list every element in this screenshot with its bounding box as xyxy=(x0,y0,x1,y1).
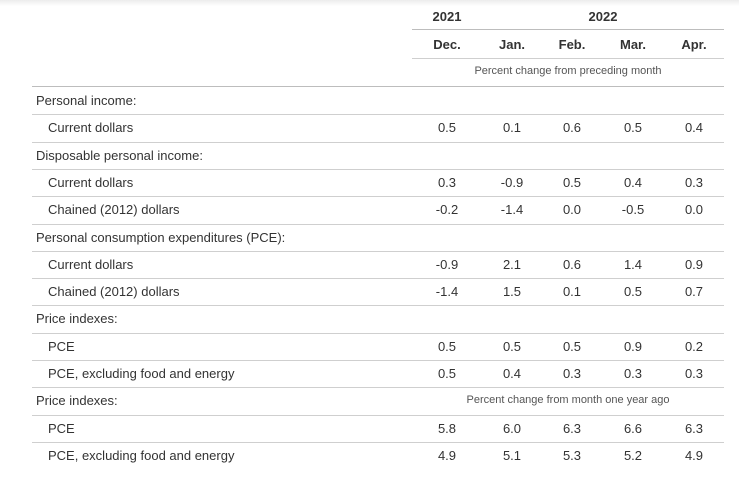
month-header-mar: Mar. xyxy=(619,37,646,52)
value-cell-feb: 0.6 xyxy=(562,120,582,135)
row-divider xyxy=(32,442,724,443)
value-cell-jan: -1.4 xyxy=(500,202,524,217)
table-row: Current dollars -0.9 2.1 0.6 1.4 0.9 xyxy=(32,251,724,278)
value-cell-feb: 0.5 xyxy=(562,339,582,354)
value-cell-jan: 1.5 xyxy=(502,284,522,299)
value-cell-apr: 0.3 xyxy=(684,366,704,381)
header-bottom-rule xyxy=(32,86,724,87)
year-2021-header: 2021 xyxy=(432,9,462,24)
row-label: PCE, excluding food and energy xyxy=(48,448,235,463)
value-cell-mar: 0.9 xyxy=(623,339,643,354)
value-cell-dec: 0.5 xyxy=(437,366,457,381)
value-cell-feb: 0.6 xyxy=(562,257,582,272)
value-cell-dec: -1.4 xyxy=(435,284,459,299)
section-row: Personal consumption expenditures (PCE): xyxy=(32,224,724,251)
table-row: PCE 5.8 6.0 6.3 6.6 6.3 xyxy=(32,415,724,442)
row-label: PCE, excluding food and energy xyxy=(48,366,235,381)
value-cell-feb: 6.3 xyxy=(562,421,582,436)
row-divider xyxy=(32,142,724,143)
table-row: Chained (2012) dollars -0.2 -1.4 0.0 -0.5 0.0 xyxy=(32,196,724,223)
table-row: PCE, excluding food and energy 0.5 0.4 0.3 0… xyxy=(32,360,724,387)
value-cell-dec: 4.9 xyxy=(437,448,457,463)
month-header-feb: Feb. xyxy=(558,37,586,52)
value-cell-apr: 4.9 xyxy=(684,448,704,463)
value-cell-apr: 0.9 xyxy=(684,257,704,272)
row-divider xyxy=(32,169,724,170)
section-label: Personal consumption expenditures (PCE): xyxy=(36,230,286,245)
value-cell-jan: 5.1 xyxy=(502,448,522,463)
value-cell-feb: 5.3 xyxy=(562,448,582,463)
row-divider xyxy=(32,333,724,334)
value-cell-jan: 2.1 xyxy=(502,257,522,272)
value-cell-dec: -0.9 xyxy=(435,257,459,272)
value-cell-jan: -0.9 xyxy=(500,175,524,190)
value-cell-mar: 1.4 xyxy=(623,257,643,272)
row-label: PCE xyxy=(48,339,75,354)
row-divider xyxy=(32,415,724,416)
value-cell-apr: 0.7 xyxy=(684,284,704,299)
table-row: PCE, excluding food and energy 4.9 5.1 5.3 5… xyxy=(32,442,724,469)
section-label: Price indexes: xyxy=(36,311,118,326)
value-cell-mar: 0.5 xyxy=(623,284,643,299)
month-header-apr: Apr. xyxy=(681,37,707,52)
table-row: Chained (2012) dollars -1.4 1.5 0.1 0.5 0.7 xyxy=(32,278,724,305)
value-cell-feb: 0.5 xyxy=(562,175,582,190)
value-cell-mar: 6.6 xyxy=(623,421,643,436)
value-cell-apr: 0.4 xyxy=(684,120,704,135)
value-cell-mar: 0.4 xyxy=(623,175,643,190)
value-cell-jan: 0.5 xyxy=(502,339,522,354)
value-cell-mar: 5.2 xyxy=(623,448,643,463)
value-cell-jan: 0.4 xyxy=(502,366,522,381)
month-header-jan: Jan. xyxy=(498,37,525,52)
table-row: Current dollars 0.3 -0.9 0.5 0.4 0.3 xyxy=(32,169,724,196)
value-cell-dec: 0.3 xyxy=(437,175,457,190)
value-cell-feb: 0.1 xyxy=(562,284,582,299)
section-label: Disposable personal income: xyxy=(36,148,203,163)
value-cell-mar: -0.5 xyxy=(621,202,645,217)
section-row: Price indexes: xyxy=(32,305,724,332)
section-label: Personal income: xyxy=(36,93,137,108)
section-label: Price indexes: xyxy=(36,393,118,408)
section-row: Price indexes: Percent change from month … xyxy=(32,387,724,414)
value-cell-jan: 0.1 xyxy=(502,120,522,135)
unit-note-yearly: Percent change from month one year ago xyxy=(466,394,670,406)
row-label: PCE xyxy=(48,421,75,436)
row-divider xyxy=(32,305,724,306)
table-row: Current dollars 0.5 0.1 0.6 0.5 0.4 xyxy=(32,114,724,141)
row-label: Current dollars xyxy=(48,257,134,272)
value-cell-mar: 0.3 xyxy=(623,366,643,381)
month-divider xyxy=(412,58,724,59)
section-row: Disposable personal income: xyxy=(32,142,724,169)
year-2022-header: 2022 xyxy=(588,9,618,24)
value-cell-apr: 0.3 xyxy=(684,175,704,190)
value-cell-dec: -0.2 xyxy=(435,202,459,217)
row-label: Current dollars xyxy=(48,120,134,135)
row-divider xyxy=(32,196,724,197)
value-cell-jan: 6.0 xyxy=(502,421,522,436)
value-cell-mar: 0.5 xyxy=(623,120,643,135)
section-row: Personal income: xyxy=(32,87,724,114)
row-divider xyxy=(32,224,724,225)
row-divider xyxy=(32,278,724,279)
row-divider xyxy=(32,387,724,388)
row-label: Chained (2012) dollars xyxy=(48,202,180,217)
value-cell-apr: 0.2 xyxy=(684,339,704,354)
row-divider xyxy=(32,114,724,115)
value-cell-dec: 0.5 xyxy=(437,339,457,354)
value-cell-feb: 0.0 xyxy=(562,202,582,217)
year-divider xyxy=(412,29,724,30)
table-row: PCE 0.5 0.5 0.5 0.9 0.2 xyxy=(32,333,724,360)
value-cell-dec: 5.8 xyxy=(437,421,457,436)
value-cell-dec: 0.5 xyxy=(437,120,457,135)
value-cell-feb: 0.3 xyxy=(562,366,582,381)
month-header-dec: Dec. xyxy=(433,37,461,52)
unit-note-monthly: Percent change from preceding month xyxy=(474,65,662,77)
value-cell-apr: 6.3 xyxy=(684,421,704,436)
value-cell-apr: 0.0 xyxy=(684,202,704,217)
top-shadow xyxy=(0,0,739,6)
row-label: Current dollars xyxy=(48,175,134,190)
row-divider xyxy=(32,251,724,252)
row-divider xyxy=(32,360,724,361)
row-label: Chained (2012) dollars xyxy=(48,284,180,299)
